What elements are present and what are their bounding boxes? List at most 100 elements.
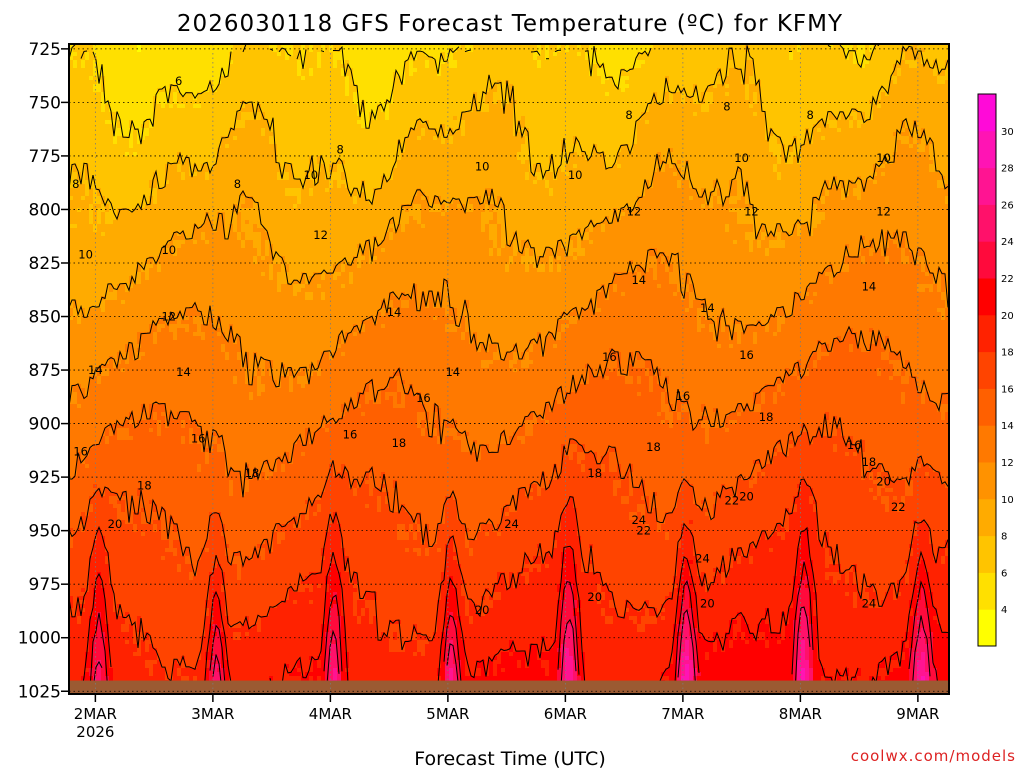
band-cell: [177, 188, 182, 193]
band-cell: [153, 600, 158, 605]
band-cell: [181, 340, 186, 345]
band-cell: [137, 476, 142, 481]
band-cell: [69, 500, 74, 505]
band-cell: [101, 668, 106, 673]
band-cell: [129, 60, 134, 65]
band-cell: [121, 160, 126, 165]
band-cell: [133, 504, 138, 509]
band-cell: [129, 284, 134, 289]
band-cell: [93, 68, 98, 73]
band-cell: [85, 488, 90, 493]
band-cell: [125, 304, 130, 309]
band-cell: [149, 332, 154, 337]
band-cell: [77, 108, 82, 113]
band-cell: [121, 548, 126, 553]
band-cell: [97, 500, 102, 505]
band-cell: [125, 476, 130, 481]
band-cell: [149, 56, 154, 61]
band-cell: [105, 180, 110, 185]
band-cell: [181, 492, 186, 497]
band-cell: [97, 436, 102, 441]
band-cell: [173, 256, 178, 261]
band-cell: [77, 120, 82, 125]
band-cell: [117, 516, 122, 521]
band-cell: [169, 428, 174, 433]
band-cell: [73, 72, 78, 77]
band-cell: [117, 64, 122, 69]
band-cell: [113, 288, 118, 293]
band-cell: [173, 188, 178, 193]
band-cell: [85, 148, 90, 153]
band-cell: [141, 236, 146, 241]
band-cell: [177, 104, 182, 109]
band-cell: [109, 512, 114, 517]
band-cell: [93, 136, 98, 141]
band-cell: [69, 220, 74, 225]
band-cell: [81, 340, 86, 345]
band-cell: [145, 644, 150, 649]
band-cell: [117, 248, 122, 253]
band-cell: [93, 192, 98, 197]
band-cell: [177, 424, 182, 429]
band-cell: [89, 112, 94, 117]
band-cell: [157, 268, 162, 273]
band-cell: [101, 540, 106, 545]
band-cell: [93, 80, 98, 85]
band-cell: [177, 512, 182, 517]
band-cell: [89, 468, 94, 473]
band-cell: [145, 596, 150, 601]
band-cell: [129, 484, 134, 489]
band-cell: [97, 152, 102, 157]
band-cell: [161, 400, 166, 405]
band-cell: [133, 92, 138, 97]
band-cell: [81, 640, 86, 645]
band-cell: [73, 252, 78, 257]
band-cell: [121, 664, 126, 669]
band-cell: [169, 604, 174, 609]
band-cell: [153, 48, 158, 53]
band-cell: [177, 356, 182, 361]
band-cell: [97, 376, 102, 381]
band-cell: [109, 480, 114, 485]
band-cell: [109, 160, 114, 165]
band-cell: [125, 212, 130, 217]
band-cell: [113, 440, 118, 445]
band-cell: [85, 84, 90, 89]
band-cell: [121, 636, 126, 641]
band-cell: [77, 116, 82, 121]
band-cell: [157, 216, 162, 221]
band-cell: [165, 116, 170, 121]
band-cell: [77, 136, 82, 141]
band-cell: [141, 664, 146, 669]
band-cell: [165, 652, 170, 657]
band-cell: [117, 652, 122, 657]
band-cell: [85, 96, 90, 101]
band-cell: [137, 536, 142, 541]
band-cell: [133, 516, 138, 521]
band-cell: [157, 628, 162, 633]
band-cell: [121, 388, 126, 393]
band-cell: [141, 112, 146, 117]
band-cell: [169, 480, 174, 485]
band-cell: [125, 624, 130, 629]
band-cell: [185, 400, 190, 405]
band-cell: [81, 592, 86, 597]
band-cell: [161, 264, 166, 269]
band-cell: [69, 460, 74, 465]
band-cell: [121, 392, 126, 397]
band-cell: [97, 168, 102, 173]
band-cell: [189, 412, 194, 417]
band-cell: [125, 92, 130, 97]
band-cell: [141, 616, 146, 621]
band-cell: [165, 544, 170, 549]
band-cell: [81, 76, 86, 81]
band-cell: [73, 504, 78, 509]
band-cell: [157, 312, 162, 317]
band-cell: [177, 272, 182, 277]
band-cell: [157, 344, 162, 349]
band-cell: [161, 592, 166, 597]
band-cell: [173, 432, 178, 437]
band-cell: [145, 548, 150, 553]
band-cell: [73, 148, 78, 153]
band-cell: [177, 672, 182, 677]
